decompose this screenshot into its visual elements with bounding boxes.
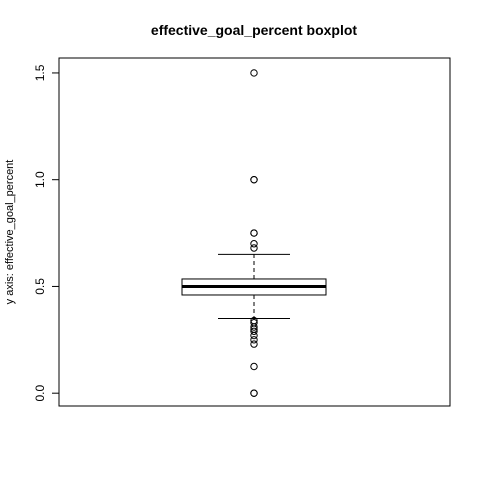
outlier-point [250,336,258,344]
outlier-point [250,362,258,371]
y-tick-label: 0.0 [33,385,47,402]
outlier-point [250,240,258,248]
y-tick-label: 1.5 [33,64,47,81]
y-axis: 0.0 0.5 1.0 1.5 [33,64,60,402]
chart-title: effective_goal_percent boxplot [151,22,358,38]
box-group [181,253,327,319]
y-axis-label: y axis: effective_goal_percent [4,160,16,305]
outlier-point [250,340,258,348]
outlier-point [250,327,258,335]
outlier-point [250,175,258,184]
outlier-group [250,69,258,397]
outlier-point [250,229,258,237]
outlier-point [250,331,258,340]
outlier-point [250,244,258,252]
y-tick-label: 0.5 [33,278,47,295]
outlier-point [250,323,258,331]
outlier-point [250,389,258,397]
plot-frame [58,57,451,407]
y-tick-label: 1.0 [33,171,47,188]
outlier-point [250,69,258,77]
